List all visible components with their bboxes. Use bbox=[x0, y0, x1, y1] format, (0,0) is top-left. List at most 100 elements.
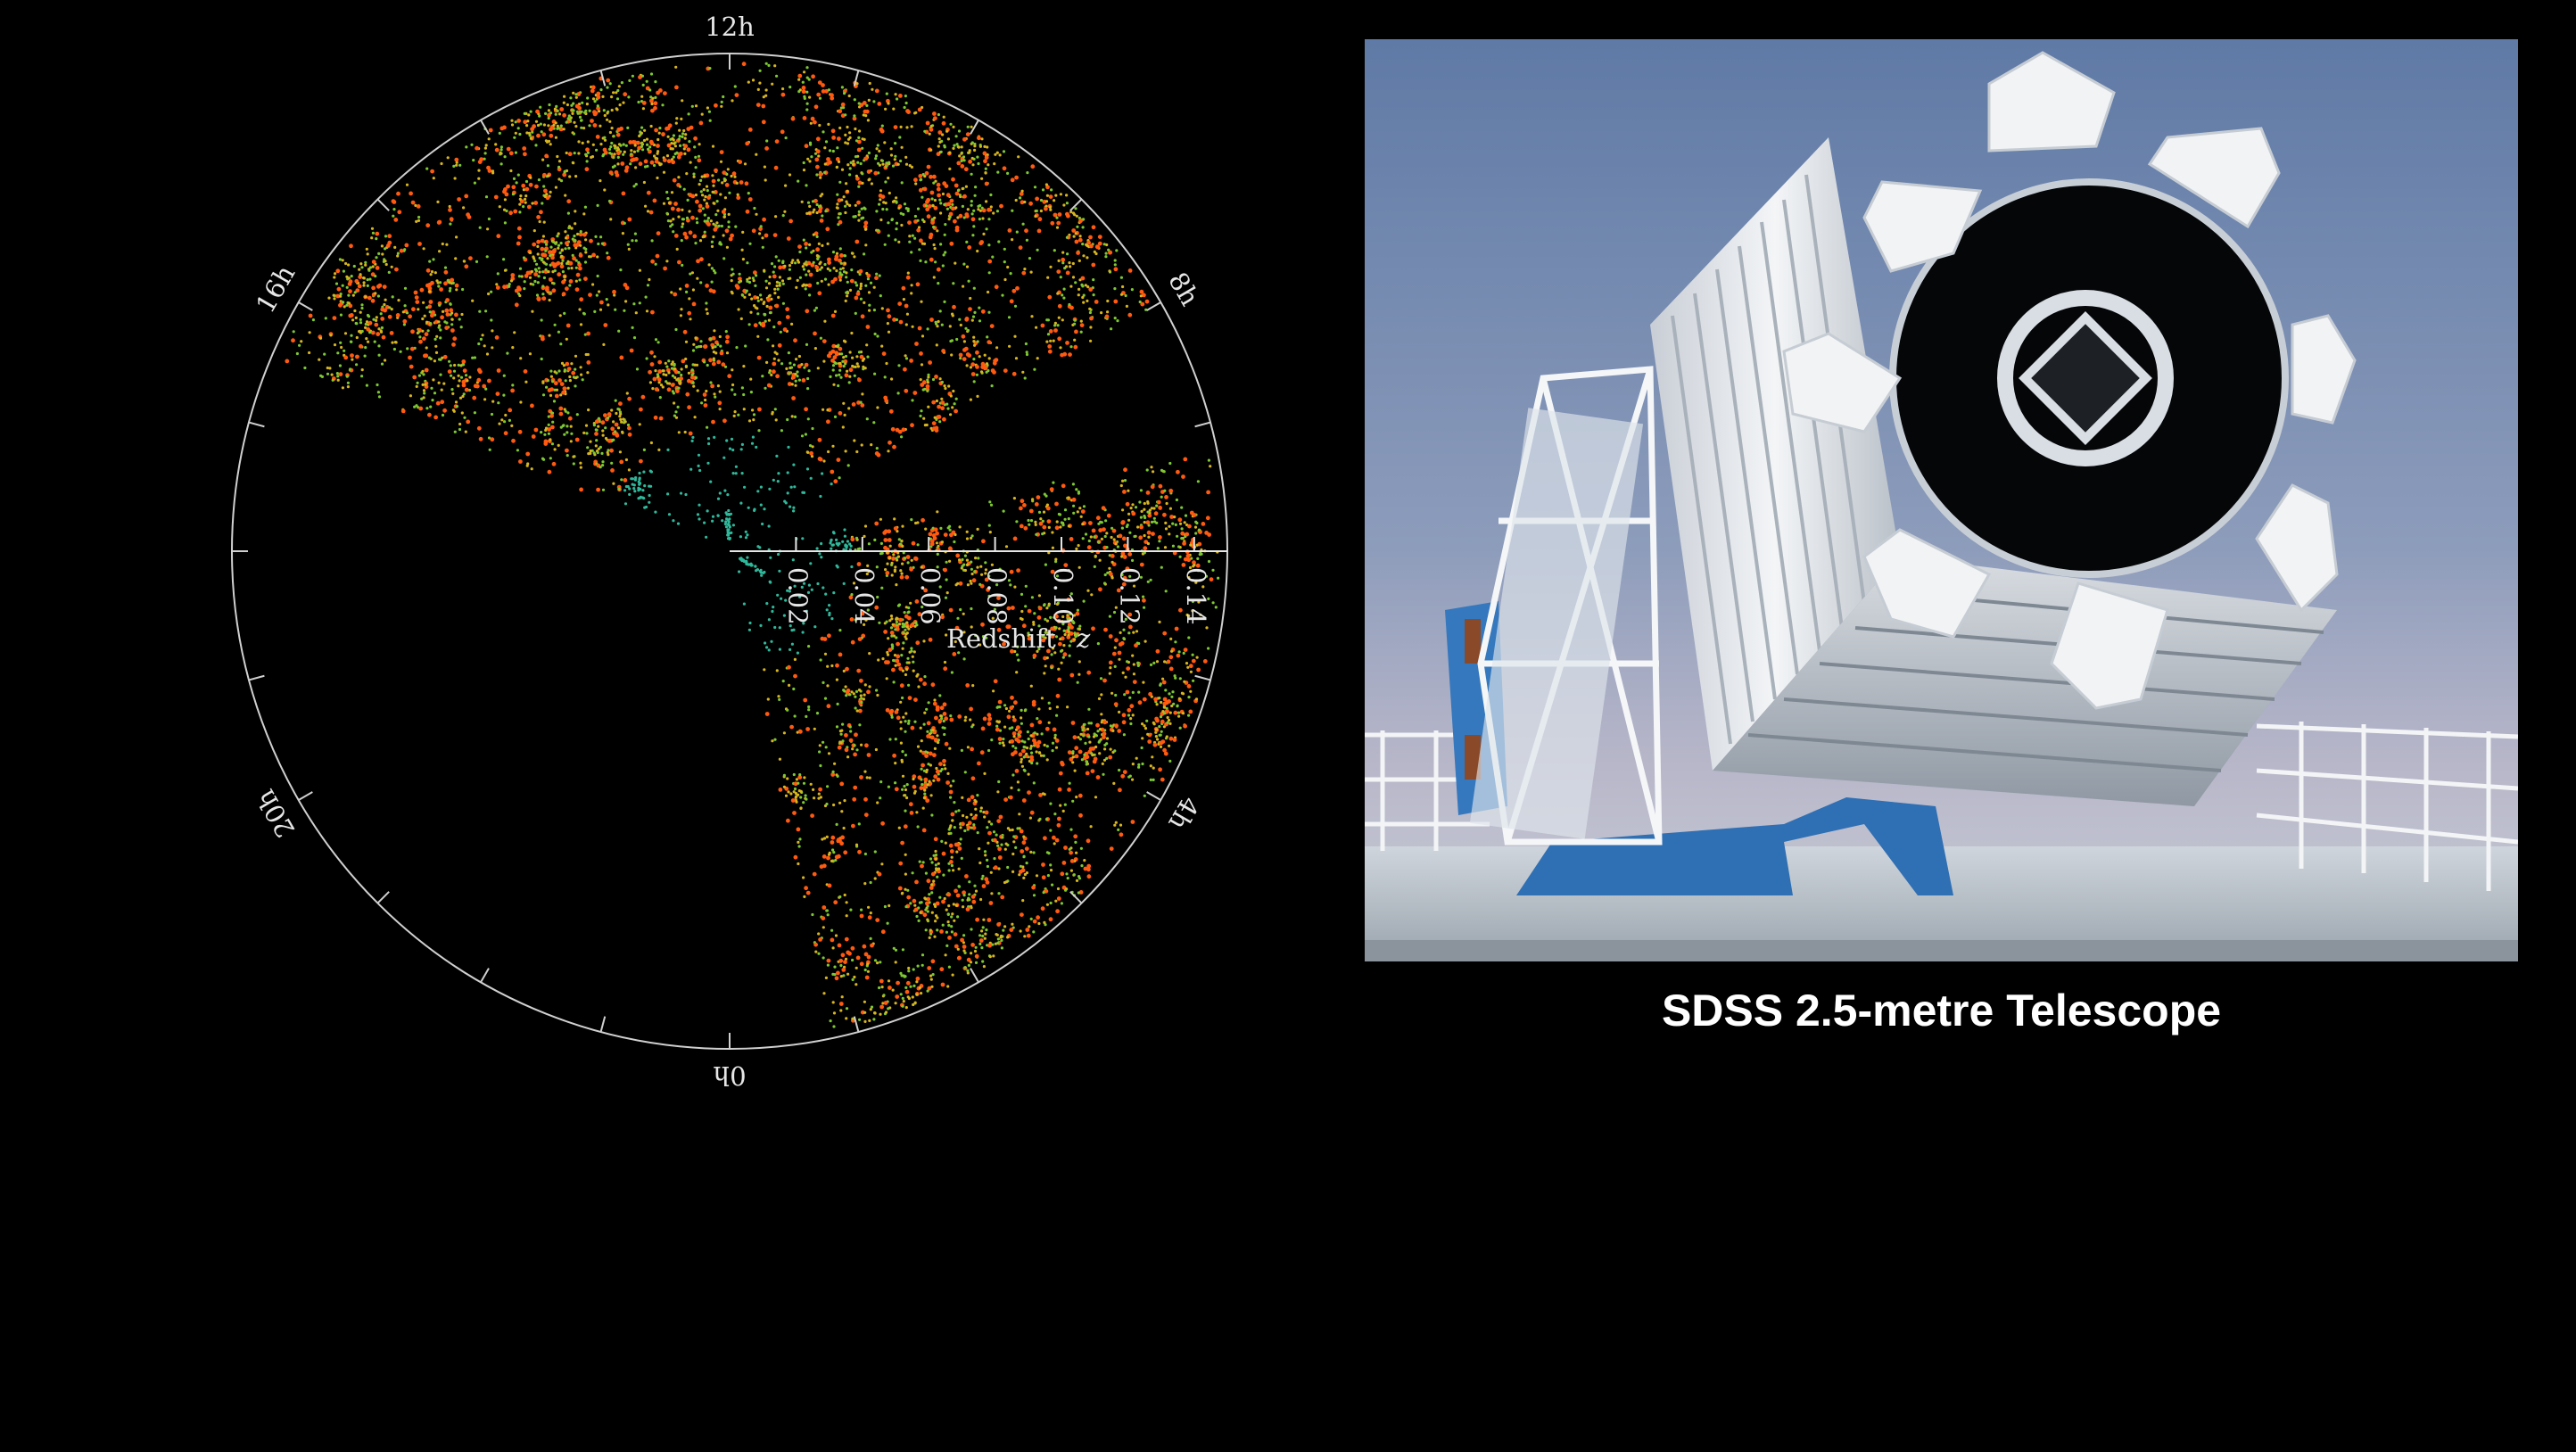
galaxy-point bbox=[957, 129, 962, 133]
galaxy-point bbox=[543, 194, 547, 198]
galaxy-point bbox=[590, 119, 594, 123]
galaxy-point bbox=[495, 283, 499, 286]
galaxy-point bbox=[677, 137, 681, 141]
galaxy-point bbox=[788, 590, 792, 593]
galaxy-point bbox=[954, 261, 957, 265]
galaxy-point bbox=[965, 537, 970, 540]
galaxy-point bbox=[767, 318, 772, 322]
galaxy-point bbox=[899, 741, 904, 745]
galaxy-point bbox=[696, 259, 700, 264]
galaxy-point bbox=[899, 211, 903, 215]
galaxy-point bbox=[965, 132, 970, 137]
galaxy-point bbox=[899, 159, 903, 163]
galaxy-point bbox=[449, 308, 454, 313]
galaxy-point bbox=[1056, 220, 1061, 226]
galaxy-point bbox=[761, 120, 766, 125]
galaxy-point bbox=[466, 419, 471, 425]
galaxy-point bbox=[618, 103, 622, 107]
galaxy-point bbox=[712, 184, 715, 187]
galaxy-point bbox=[958, 154, 962, 158]
galaxy-point bbox=[859, 354, 864, 359]
galaxy-point bbox=[936, 565, 939, 569]
galaxy-point bbox=[851, 747, 855, 751]
galaxy-point bbox=[691, 301, 697, 307]
galaxy-point bbox=[886, 98, 890, 103]
galaxy-point bbox=[951, 973, 954, 977]
galaxy-point bbox=[701, 207, 705, 210]
galaxy-point bbox=[846, 369, 849, 373]
galaxy-point bbox=[391, 341, 394, 344]
galaxy-point bbox=[541, 393, 546, 397]
galaxy-point bbox=[699, 257, 704, 262]
galaxy-point bbox=[902, 715, 905, 719]
galaxy-point bbox=[963, 554, 967, 557]
galaxy-point bbox=[590, 155, 595, 159]
galaxy-point bbox=[807, 583, 812, 587]
galaxy-point bbox=[561, 390, 566, 395]
galaxy-point bbox=[557, 232, 560, 235]
galaxy-point bbox=[855, 355, 859, 359]
galaxy-point bbox=[728, 236, 733, 242]
galaxy-point bbox=[964, 185, 968, 188]
galaxy-point bbox=[986, 335, 989, 339]
galaxy-point bbox=[1171, 544, 1175, 548]
galaxy-point bbox=[900, 435, 904, 439]
galaxy-point bbox=[673, 234, 679, 238]
galaxy-point bbox=[1077, 237, 1083, 243]
galaxy-point bbox=[568, 260, 574, 266]
galaxy-point bbox=[847, 407, 851, 410]
galaxy-point bbox=[844, 450, 847, 453]
galaxy-point bbox=[943, 896, 946, 901]
galaxy-point bbox=[697, 453, 701, 457]
galaxy-point bbox=[665, 373, 668, 377]
galaxy-point bbox=[980, 206, 984, 210]
galaxy-point bbox=[888, 903, 891, 908]
galaxy-point bbox=[1076, 251, 1080, 255]
galaxy-point bbox=[581, 378, 584, 382]
galaxy-point bbox=[371, 285, 376, 291]
galaxy-point bbox=[818, 457, 823, 462]
galaxy-point bbox=[820, 636, 825, 641]
galaxy-point bbox=[459, 364, 463, 367]
galaxy-point bbox=[984, 181, 989, 186]
galaxy-point bbox=[449, 222, 452, 226]
galaxy-point bbox=[903, 367, 907, 372]
galaxy-point bbox=[920, 767, 923, 771]
galaxy-point bbox=[637, 486, 640, 490]
galaxy-point bbox=[1117, 650, 1122, 656]
galaxy-point bbox=[893, 158, 896, 161]
galaxy-point bbox=[853, 975, 856, 979]
galaxy-point bbox=[761, 103, 766, 109]
galaxy-point bbox=[788, 268, 792, 271]
galaxy-point bbox=[837, 745, 842, 750]
galaxy-point bbox=[977, 208, 980, 211]
galaxy-point bbox=[1164, 521, 1168, 525]
galaxy-point bbox=[858, 708, 863, 714]
galaxy-point bbox=[855, 983, 858, 986]
galaxy-point bbox=[644, 295, 648, 299]
galaxy-point bbox=[538, 114, 541, 118]
galaxy-point bbox=[640, 144, 644, 148]
galaxy-point bbox=[868, 309, 871, 312]
galaxy-point bbox=[966, 957, 971, 962]
galaxy-point bbox=[552, 400, 557, 403]
galaxy-point bbox=[1112, 538, 1116, 541]
galaxy-point bbox=[1056, 269, 1061, 274]
galaxy-point bbox=[937, 740, 940, 745]
galaxy-point bbox=[1113, 263, 1117, 267]
galaxy-point bbox=[1048, 194, 1053, 200]
galaxy-point bbox=[908, 802, 913, 807]
galaxy-point bbox=[721, 519, 724, 523]
galaxy-point bbox=[694, 155, 698, 159]
galaxy-point bbox=[916, 825, 920, 829]
galaxy-point bbox=[500, 162, 503, 166]
galaxy-point bbox=[972, 209, 976, 212]
galaxy-point bbox=[901, 427, 906, 433]
galaxy-point bbox=[727, 212, 731, 216]
galaxy-point bbox=[911, 399, 914, 402]
galaxy-point bbox=[874, 605, 879, 610]
galaxy-point bbox=[1110, 327, 1113, 331]
galaxy-point bbox=[912, 784, 917, 789]
galaxy-point bbox=[695, 345, 698, 349]
galaxy-point bbox=[910, 725, 915, 730]
